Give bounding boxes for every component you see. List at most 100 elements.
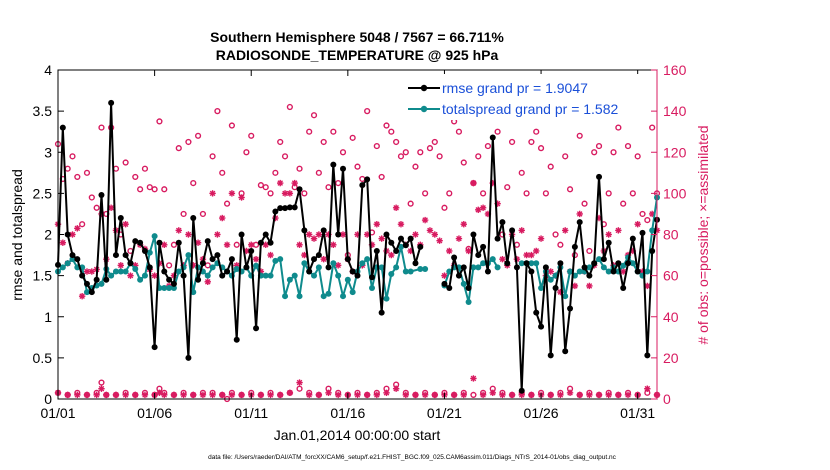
obs-assimilated-marker <box>562 227 569 234</box>
totalspread-point <box>518 260 525 267</box>
rmse-point <box>161 268 168 275</box>
rmse-point <box>368 274 375 281</box>
rmse-point <box>79 272 86 279</box>
obs-possible-marker <box>586 247 593 255</box>
obs-assimilated-marker <box>392 204 400 211</box>
obs-asterisk-stroke <box>620 268 626 275</box>
obs-possible-marker <box>151 186 158 193</box>
obs-possible-marker <box>223 200 231 207</box>
rmse-point <box>127 260 134 267</box>
obs-asterisk-stroke <box>644 283 651 289</box>
obs-possible-marker <box>325 184 332 191</box>
totalspread-point <box>83 289 90 296</box>
obs-assimilated-marker <box>325 389 332 397</box>
obs-possible-marker <box>595 142 603 150</box>
totalspread-point <box>137 276 144 283</box>
totalspread-point <box>122 268 129 275</box>
obs-possible-marker <box>277 138 284 146</box>
obs-assimilated-marker <box>518 391 525 399</box>
obs-asterisk-stroke <box>200 392 206 398</box>
obs-assimilated-marker <box>83 391 91 399</box>
obs-possible-marker <box>214 108 221 115</box>
obs-possible-marker <box>301 190 308 197</box>
obs-asterisk-stroke <box>258 392 264 398</box>
obs-assimilated-marker <box>605 231 612 238</box>
rmse-point <box>388 239 395 246</box>
totalspread-point <box>586 264 593 271</box>
obs-assimilated-marker <box>576 391 583 399</box>
obs-asterisk-stroke <box>122 392 129 398</box>
totalspread-point <box>364 256 371 263</box>
obs-possible-marker <box>310 112 318 119</box>
rmse-point <box>538 323 545 330</box>
obs-asterisk-stroke <box>64 392 71 398</box>
rmse-point <box>571 243 578 250</box>
rmse-point <box>74 256 81 263</box>
rmse-point <box>320 227 327 234</box>
obs-asterisk-stroke <box>398 221 404 228</box>
axes: 01/01 01/06 01/11 01/16 01/21 01/26 01/31 0 0.5 1… <box>33 62 687 421</box>
obs-asterisk-stroke <box>287 190 293 197</box>
obs-asterisk-stroke <box>528 252 535 258</box>
rmse-point <box>441 280 448 287</box>
rmse-point <box>528 268 535 275</box>
obs-assimilated-marker <box>305 391 313 399</box>
obs-possible-marker <box>190 179 197 187</box>
obs-assimilated-marker <box>194 239 202 246</box>
y-tick-label-right: 40 <box>663 309 679 325</box>
obs-assimilated-marker <box>460 391 467 399</box>
obs-asterisk-stroke <box>195 239 201 246</box>
obs-assimilated-marker <box>180 391 187 399</box>
rmse-point <box>301 227 308 234</box>
obs-assimilated-marker <box>204 278 211 285</box>
legend-box <box>405 74 650 120</box>
obs-possible-marker <box>547 163 554 170</box>
obs-asterisk-stroke <box>605 392 612 398</box>
rmse-point <box>591 260 598 267</box>
obs-assimilated-marker <box>547 391 554 399</box>
rmse-point <box>238 231 245 238</box>
rmse-point <box>518 387 525 394</box>
obs-assimilated-marker <box>586 282 593 290</box>
y-tick-label-left: 2.5 <box>33 185 53 201</box>
obs-asterisk-stroke <box>93 392 100 398</box>
obs-assimilated-marker <box>170 391 178 399</box>
obs-asterisk-stroke <box>441 272 448 279</box>
y-tick-label-right: 20 <box>663 350 679 366</box>
rmse-point <box>378 309 385 316</box>
totalspread-point <box>605 268 612 275</box>
obs-assimilated-marker <box>122 391 129 399</box>
obs-assimilated-marker <box>402 391 410 399</box>
totalspread-point <box>538 284 545 291</box>
series-totalspread <box>55 194 660 305</box>
rmse-point <box>257 239 264 246</box>
obs-possible-marker <box>349 134 356 141</box>
obs-asterisk-stroke <box>354 392 361 398</box>
y-tick-label-left: 2 <box>44 227 52 243</box>
obs-asterisk-stroke <box>219 392 226 398</box>
rmse-point <box>146 264 153 271</box>
obs-assimilated-marker <box>74 225 81 232</box>
rmse-point <box>98 192 105 199</box>
obs-asterisk-stroke <box>509 392 515 398</box>
obs-asterisk-stroke <box>499 392 506 398</box>
totalspread-point <box>600 264 607 271</box>
obs-possible-marker <box>649 124 656 131</box>
obs-possible-marker <box>552 231 559 238</box>
rmse-point <box>417 243 424 250</box>
rmse-point <box>586 272 593 279</box>
obs-asterisk-stroke <box>84 268 90 275</box>
rmse-point <box>137 239 144 246</box>
rmse-point <box>253 325 260 332</box>
obs-asterisk-stroke <box>576 392 583 398</box>
rmse-point <box>117 215 124 222</box>
rmse-point <box>402 242 409 249</box>
obs-possible-marker <box>156 118 163 125</box>
obs-asterisk-stroke <box>118 262 124 269</box>
obs-asterisk-stroke <box>557 392 564 398</box>
series-rmse <box>55 99 660 394</box>
obs-assimilated-marker <box>605 391 612 399</box>
obs-asterisk-stroke <box>403 392 409 398</box>
obs-assimilated-marker <box>528 251 535 259</box>
totalspread-point <box>311 272 318 279</box>
